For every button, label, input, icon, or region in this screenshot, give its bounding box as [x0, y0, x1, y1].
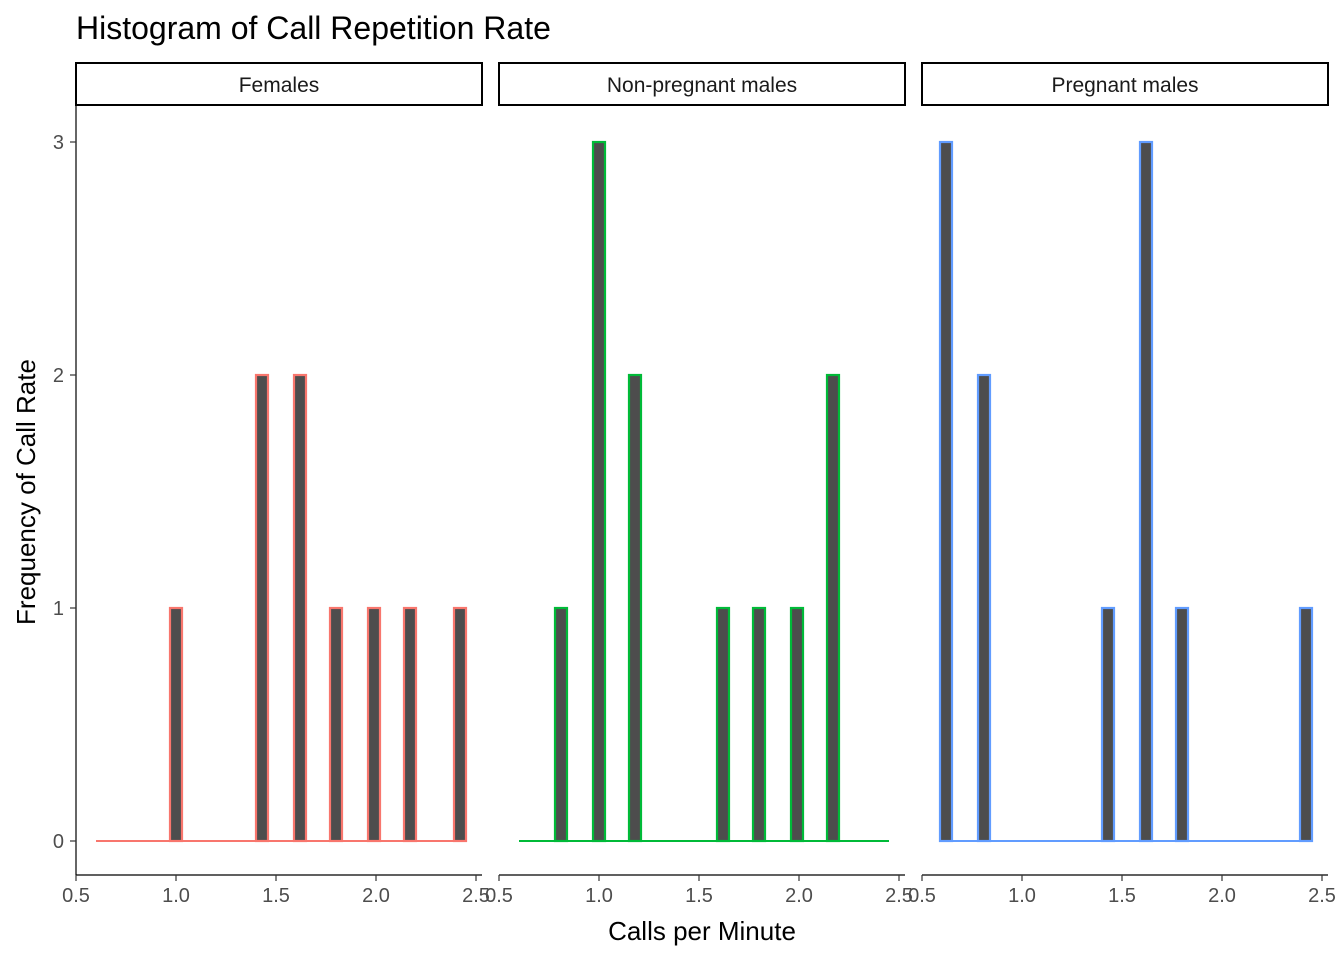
- facet-strip: [921, 62, 1329, 106]
- x-tick-label: 2.5: [1308, 885, 1336, 907]
- histogram-bar: [1298, 606, 1314, 843]
- histogram-bar: [789, 606, 805, 843]
- chart-title: Histogram of Call Repetition Rate: [76, 10, 551, 46]
- y-tick-label: 2: [53, 365, 64, 387]
- x-tick-label: 1.0: [1008, 885, 1036, 907]
- x-tick-label: 1.0: [585, 885, 613, 907]
- x-tick-label: 0.5: [485, 885, 513, 907]
- x-tick-label: 1.5: [685, 885, 713, 907]
- histogram-bar: [751, 606, 767, 843]
- x-tick-label: 1.0: [162, 885, 190, 907]
- x-axis-title: Calls per Minute: [608, 916, 796, 946]
- histogram-bar: [938, 140, 954, 843]
- histogram-bar: [452, 606, 468, 843]
- histogram-bar: [591, 140, 607, 843]
- histogram-bar: [1174, 606, 1190, 843]
- x-tick-label: 1.5: [262, 885, 290, 907]
- histogram-bar: [1100, 606, 1116, 843]
- plot-layer: 0 1 2 3 Females 0.5 1.0 1.5 2.0 2.5 Non-pregnant m…: [53, 62, 1336, 907]
- histogram-bar: [1138, 140, 1154, 843]
- x-tick-label: 2.0: [1208, 885, 1236, 907]
- histogram-bar: [292, 373, 308, 843]
- y-axis-title: Frequency of Call Rate: [11, 359, 41, 625]
- x-tick-label: 2.0: [785, 885, 813, 907]
- facet-strip-label: Females: [239, 74, 320, 97]
- facet-strip: [75, 62, 483, 106]
- histogram-bar: [254, 373, 270, 843]
- histogram-bar: [715, 606, 731, 843]
- histogram-bar: [168, 606, 184, 843]
- x-tick-label: 0.5: [908, 885, 936, 907]
- facet-strip-label: Non-pregnant males: [607, 74, 797, 97]
- facet-strip-label: Pregnant males: [1051, 74, 1198, 97]
- x-tick-label: 2.5: [462, 885, 490, 907]
- histogram-bar: [976, 373, 992, 843]
- y-tick-label: 1: [53, 598, 64, 620]
- x-tick-label: 0.5: [62, 885, 90, 907]
- y-tick-label: 0: [53, 831, 64, 853]
- x-tick-label: 1.5: [1108, 885, 1136, 907]
- histogram-bar: [553, 606, 569, 843]
- histogram-bar: [825, 373, 841, 843]
- y-tick-label: 3: [53, 132, 64, 154]
- x-tick-label: 2.5: [885, 885, 913, 907]
- histogram-bar: [366, 606, 382, 843]
- histogram-bar: [627, 373, 643, 843]
- x-tick-label: 2.0: [362, 885, 390, 907]
- histogram-bar: [328, 606, 344, 843]
- histogram-bar: [402, 606, 418, 843]
- facet-strip: [498, 62, 906, 106]
